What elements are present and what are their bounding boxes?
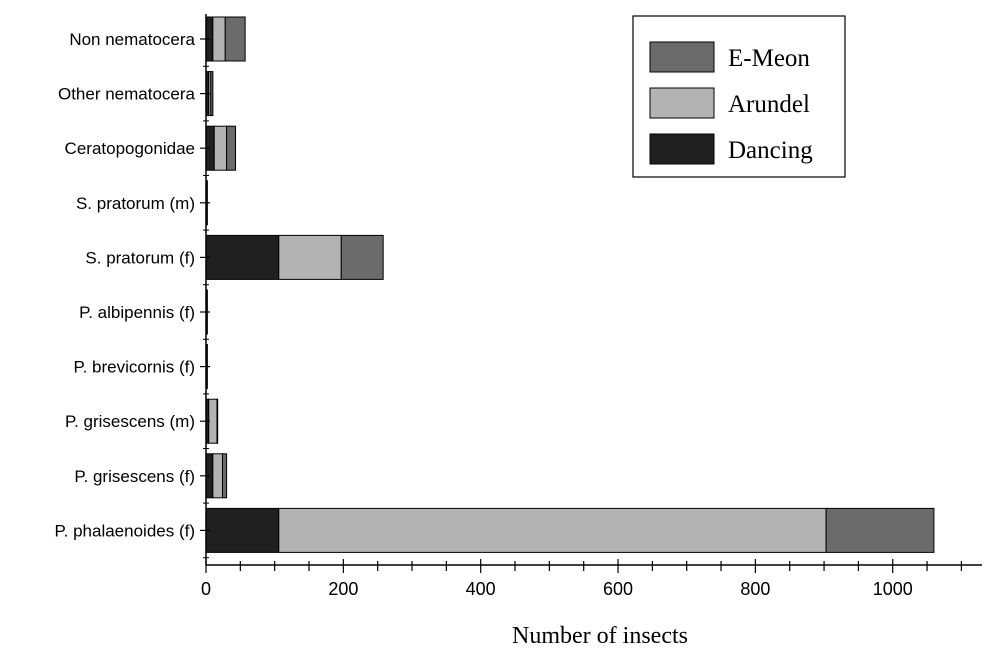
bar-arundel-9 xyxy=(278,507,827,553)
bar-dancing-4 xyxy=(205,234,280,280)
bar-arundel-2 xyxy=(213,125,228,171)
category-label-6: P. brevicornis (f) xyxy=(73,358,195,377)
x-tick-label-1000: 1000 xyxy=(873,579,913,599)
category-label-1: Other nematocera xyxy=(58,85,196,104)
category-label-7: P. grisescens (m) xyxy=(65,412,195,431)
legend-label-e-meon: E-Meon xyxy=(728,45,810,72)
bar-e-meon-8 xyxy=(221,453,228,499)
axes-layer xyxy=(205,14,982,566)
bar-e-meon-1 xyxy=(210,71,214,117)
bar-e-meon-0 xyxy=(224,16,246,62)
category-label-4: S. pratorum (f) xyxy=(85,248,195,267)
x-tick-label-0: 0 xyxy=(201,579,211,599)
ticks-layer xyxy=(200,38,962,573)
bar-dancing-9 xyxy=(205,507,280,553)
legend-label-arundel: Arundel xyxy=(728,91,810,118)
x-tick-label-400: 400 xyxy=(466,579,496,599)
category-label-9: P. phalaenoides (f) xyxy=(54,521,195,540)
bars-layer xyxy=(205,16,935,553)
bar-arundel-8 xyxy=(212,453,223,499)
legend-label-dancing: Dancing xyxy=(728,137,813,164)
legend-swatch-arundel xyxy=(649,87,715,119)
bar-arundel-4 xyxy=(278,234,342,280)
x-tick-label-200: 200 xyxy=(328,579,358,599)
bar-e-meon-7 xyxy=(216,398,219,444)
legend-swatch-dancing xyxy=(649,133,715,165)
x-tick-label-800: 800 xyxy=(740,579,770,599)
labels-layer: Non nematocera Other nematocera Ceratopogo… xyxy=(54,30,912,599)
legend-swatch-e-meon xyxy=(649,41,715,73)
bar-arundel-0 xyxy=(212,16,226,62)
x-axis-title: Number of insects xyxy=(512,623,688,649)
category-label-2: Ceratopogonidae xyxy=(65,139,195,158)
bar-e-meon-4 xyxy=(340,234,384,280)
category-label-3: S. pratorum (m) xyxy=(76,194,195,213)
x-tick-label-600: 600 xyxy=(603,579,633,599)
bar-e-meon-2 xyxy=(226,125,237,171)
bar-e-meon-9 xyxy=(825,507,935,553)
legend: E-Meon Arundel Dancing xyxy=(632,15,846,178)
category-label-0: Non nematocera xyxy=(69,30,195,49)
category-label-8: P. grisescens (f) xyxy=(74,467,195,486)
category-label-5: P. albipennis (f) xyxy=(79,303,195,322)
